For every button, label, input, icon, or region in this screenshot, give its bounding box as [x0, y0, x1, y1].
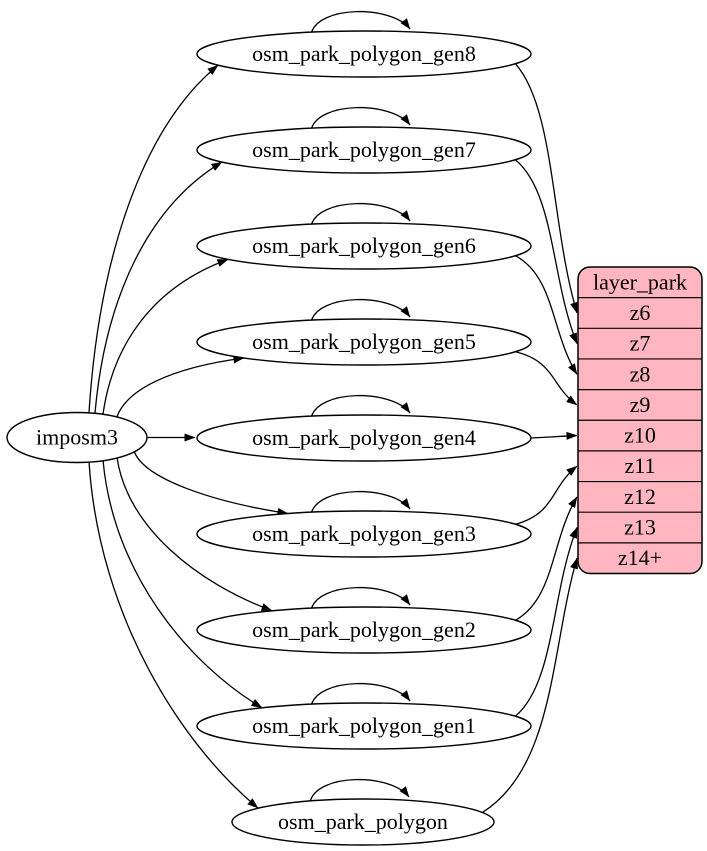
layer-row-label-z12: z12: [624, 484, 656, 509]
self-loop-osm_park_polygon_gen7: [310, 106, 411, 131]
self-loop-osm_park_polygon_gen5: [310, 298, 411, 323]
node-label-osm_park_polygon: osm_park_polygon: [278, 809, 448, 834]
layer-row-label-z14+: z14+: [618, 545, 662, 570]
node-osm_park_polygon_gen8: osm_park_polygon_gen8: [196, 30, 532, 78]
edge-imposm3-to-osm_park_polygon_gen1: [102, 459, 263, 709]
node-imposm3: imposm3: [6, 411, 148, 464]
edge-osm_park_polygon_gen4-to-z10: [530, 431, 578, 440]
edges-layer: [88, 10, 578, 813]
node-layer_park: layer_park z6 z7 z8 z9 z10 z11 z12 z13 z14+: [577, 266, 703, 575]
node-shape-osm_park_polygon: [231, 798, 495, 846]
node-shape-osm_park_polygon_gen7: [196, 126, 532, 174]
edge-imposm3-to-osm_park_polygon_gen7: [94, 161, 223, 414]
layer-park-header: layer_park: [593, 269, 687, 294]
node-osm_park_polygon_gen3: osm_park_polygon_gen3: [196, 510, 532, 558]
self-loop-osm_park_polygon_gen3: [310, 490, 411, 515]
edge-imposm3-to-osm_park_polygon_gen6: [102, 258, 229, 415]
layer-row-label-z9: z9: [630, 392, 651, 417]
node-osm_park_polygon_gen4: osm_park_polygon_gen4: [196, 414, 532, 462]
edge-osm_park_polygon_gen7-to-z7: [514, 159, 578, 345]
node-shape-imposm3: [6, 411, 148, 464]
layer-row-label-z8: z8: [630, 361, 651, 386]
node-osm_park_polygon_gen6: osm_park_polygon_gen6: [196, 222, 532, 270]
self-loop-osm_park_polygon_gen6: [310, 202, 411, 227]
node-label-osm_park_polygon_gen5: osm_park_polygon_gen5: [252, 329, 476, 354]
node-label-osm_park_polygon_gen7: osm_park_polygon_gen7: [252, 137, 476, 162]
nodes-layer: imposm3 osm_park_polygon_gen8 osm_park_pol…: [6, 30, 703, 846]
self-loop-osm_park_polygon_gen1: [310, 682, 411, 707]
edge-imposm3-to-osm_park_polygon_gen5: [116, 355, 245, 417]
self-loop-osm_park_polygon_gen8: [310, 10, 411, 35]
node-label-osm_park_polygon_gen6: osm_park_polygon_gen6: [252, 233, 476, 258]
edge-osm_park_polygon_gen2-to-z12: [515, 496, 578, 621]
node-osm_park_polygon: osm_park_polygon: [231, 798, 495, 846]
edge-osm_park_polygon_gen6-to-z8: [515, 255, 578, 375]
node-shape-osm_park_polygon_gen1: [196, 702, 532, 750]
node-shape-osm_park_polygon_gen5: [196, 318, 532, 366]
node-shape-osm_park_polygon_gen4: [196, 414, 532, 462]
node-shape-osm_park_polygon_gen3: [196, 510, 532, 558]
self-loop-osm_park_polygon_gen2: [310, 586, 411, 611]
node-label-osm_park_polygon_gen8: osm_park_polygon_gen8: [252, 41, 476, 66]
edge-imposm3-to-osm_park_polygon_gen8: [88, 64, 219, 413]
node-osm_park_polygon_gen7: osm_park_polygon_gen7: [196, 126, 532, 174]
node-label-osm_park_polygon_gen3: osm_park_polygon_gen3: [252, 521, 476, 546]
edge-osm_park_polygon_gen8-to-z6: [514, 63, 578, 314]
edge-imposm3-to-osm_park_polygon: [88, 461, 259, 809]
edge-osm_park_polygon_gen3-to-z11: [515, 465, 578, 525]
self-loop-osm_park_polygon_gen4: [310, 394, 411, 419]
node-shape-osm_park_polygon_gen8: [196, 30, 532, 78]
edge-osm_park_polygon_gen5-to-z9: [515, 351, 578, 406]
node-osm_park_polygon_gen5: osm_park_polygon_gen5: [196, 318, 532, 366]
self-loop-osm_park_polygon: [309, 778, 410, 803]
node-label-osm_park_polygon_gen4: osm_park_polygon_gen4: [252, 425, 476, 450]
edge-imposm3-to-osm_park_polygon_gen2: [116, 457, 273, 612]
node-label-osm_park_polygon_gen2: osm_park_polygon_gen2: [252, 617, 476, 642]
layer-row-label-z10: z10: [624, 423, 656, 448]
node-shape-osm_park_polygon_gen6: [196, 222, 532, 270]
node-osm_park_polygon_gen1: osm_park_polygon_gen1: [196, 702, 532, 750]
node-label-osm_park_polygon_gen1: osm_park_polygon_gen1: [252, 713, 476, 738]
layer-row-label-z6: z6: [630, 300, 651, 325]
node-label-imposm3: imposm3: [36, 425, 118, 450]
edge-imposm3-to-osm_park_polygon_gen3: [133, 450, 289, 516]
edge-osm_park_polygon-to-z14+: [482, 557, 578, 813]
layer-row-label-z13: z13: [624, 515, 656, 540]
edge-osm_park_polygon_gen1-to-z13: [514, 527, 578, 717]
layer-row-label-z11: z11: [625, 453, 656, 478]
node-shape-osm_park_polygon_gen2: [196, 606, 532, 654]
layer-row-label-z7: z7: [630, 331, 651, 356]
node-osm_park_polygon_gen2: osm_park_polygon_gen2: [196, 606, 532, 654]
